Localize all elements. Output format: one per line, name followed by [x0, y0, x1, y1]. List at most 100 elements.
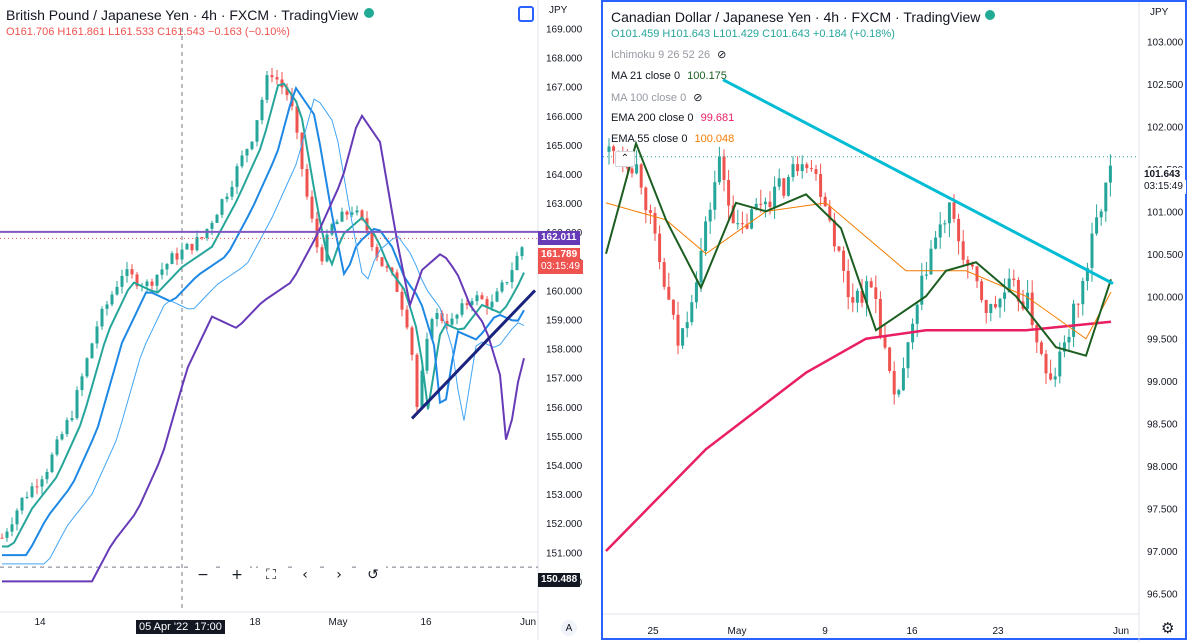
candle-body [445, 320, 449, 325]
candle-body [85, 358, 89, 377]
candle-body [901, 368, 905, 391]
indicator-label: MA 21 close 0 [611, 70, 681, 82]
candle-body [745, 224, 749, 229]
scroll-left-button[interactable]: ‹ [292, 563, 318, 587]
y-tick-label: 100.000 [1147, 292, 1184, 303]
candle-body [385, 266, 389, 268]
x-tick-label: Jun [520, 617, 536, 628]
candle-body [874, 287, 878, 299]
candle-body [708, 209, 712, 222]
candle-body [828, 206, 832, 221]
candle-body [215, 214, 219, 223]
candle-body [667, 286, 671, 300]
candle-body [717, 156, 721, 183]
settings-gear-icon[interactable]: ⚙ [1161, 619, 1175, 637]
zoom-toolbar: − + ⛶ ‹ › ↺ [190, 563, 386, 587]
x-tick-label: Jun [1113, 626, 1129, 637]
indicator-ichimoku[interactable]: Ichimoku 9 26 52 26 ⊘ [611, 48, 726, 61]
candle-body [768, 201, 772, 208]
indicator-ma100[interactable]: MA 100 close 0 ⊘ [611, 91, 703, 104]
right-open: O101.459 [611, 28, 660, 40]
candle-body [105, 304, 109, 309]
candle-body [966, 259, 970, 265]
indicator-label: MA 100 close 0 [611, 92, 687, 104]
y-tick-label: 164.000 [546, 170, 583, 181]
indicator-ema55[interactable]: EMA 55 close 0 100.048 [611, 133, 734, 145]
x-tick-label: 23 [992, 626, 1004, 637]
candle-body [405, 309, 409, 328]
right-ohlc: O101.459 H101.643 L101.429 C101.643 +0.1… [611, 28, 895, 40]
reset-chart-button[interactable]: ↺ [360, 563, 386, 587]
fullscreen-button[interactable]: ⛶ [258, 563, 284, 587]
candle-body [1099, 211, 1103, 218]
auto-scale-button[interactable]: A [561, 620, 577, 636]
right-chart-panel[interactable]: 103.000102.500102.000101.500101.000100.5… [601, 0, 1187, 642]
candle-body [380, 257, 384, 267]
y-tick-label: 153.000 [546, 490, 583, 501]
candle-body [800, 164, 804, 172]
candle-body [395, 272, 399, 292]
candle-body [796, 164, 800, 172]
indicator-label: Ichimoku 9 26 52 26 [611, 49, 711, 61]
ema200-line [605, 320, 1112, 552]
left-last-price-tag: 161.789 [538, 248, 581, 262]
candle-body [690, 302, 694, 323]
y-tick-label: 97.000 [1147, 547, 1178, 558]
candle-body [430, 319, 434, 339]
candle-body [989, 304, 993, 314]
candle-body [145, 281, 149, 286]
eye-hidden-icon[interactable]: ⊘ [693, 92, 703, 104]
candle-body [305, 168, 309, 197]
candle-body [465, 303, 469, 305]
candle-body [722, 156, 726, 180]
right-close: C101.643 [762, 28, 810, 40]
candle-body [360, 210, 364, 219]
zoom-out-button[interactable]: − [190, 563, 216, 587]
scroll-right-button[interactable]: › [326, 563, 352, 587]
candle-body [1076, 303, 1080, 305]
left-change: −0.163 (−0.10%) [207, 26, 290, 38]
left-chart-canvas[interactable]: 169.000 168.000 167.000 166.000 165.000 164.0… [0, 0, 601, 640]
candle-body [782, 178, 786, 196]
candle-body [170, 253, 174, 265]
candle-body [630, 168, 634, 174]
y-tick-label: 96.500 [1147, 590, 1178, 601]
eye-hidden-icon[interactable]: ⊘ [717, 49, 727, 61]
candle-body [35, 486, 39, 488]
right-high: H101.643 [662, 28, 711, 40]
candle-body [694, 282, 698, 303]
collapse-legend-icon[interactable]: ⌃ [615, 151, 635, 167]
candle-body [837, 246, 841, 251]
candle-body [480, 295, 484, 300]
descending-trendline [722, 78, 1114, 285]
candle-body [763, 201, 767, 205]
left-crosshair-price-tag: 150.488 [538, 573, 581, 587]
candle-body [648, 210, 652, 213]
ma-line-blue [2, 86, 525, 557]
zoom-in-button[interactable]: + [224, 563, 250, 587]
left-chart-panel[interactable]: 169.000 168.000 167.000 166.000 165.000 164.0… [0, 0, 601, 640]
left-low: L161.533 [108, 26, 155, 38]
left-chart-title: British Pound / Japanese Yen · 4h · FXCM… [6, 7, 359, 23]
left-hline-tag: 162.011 [538, 231, 580, 245]
y-tick-label: 167.000 [546, 83, 583, 94]
sync-icon[interactable] [518, 6, 534, 22]
candle-body [225, 196, 229, 200]
ma-line-lightblue [2, 98, 525, 565]
y-tick-label: 168.000 [546, 54, 583, 65]
candle-body [100, 308, 104, 327]
candle-body [160, 269, 164, 275]
candle-body [878, 298, 882, 337]
indicator-ema200[interactable]: EMA 200 close 0 99.681 [611, 112, 734, 124]
candle-body [490, 301, 494, 308]
indicator-ma21[interactable]: MA 21 close 0 100.175 [611, 70, 727, 82]
candle-body [699, 250, 703, 283]
candle-body [1039, 342, 1043, 354]
ma21-line [605, 140, 1112, 357]
candle-body [681, 328, 685, 346]
candle-body [30, 486, 34, 497]
right-low: L101.429 [713, 28, 760, 40]
candle-body [612, 146, 616, 152]
candle-body [635, 164, 639, 174]
candle-body [350, 212, 354, 215]
